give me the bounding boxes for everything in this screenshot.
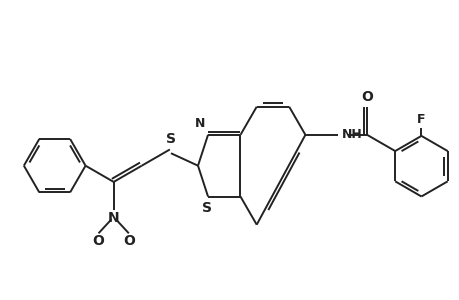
Text: F: F <box>416 113 425 126</box>
Text: O: O <box>360 90 372 104</box>
Text: O: O <box>92 234 104 248</box>
Text: S: S <box>202 201 212 215</box>
Text: N: N <box>107 211 119 225</box>
Text: NH: NH <box>341 128 362 141</box>
Text: O: O <box>123 234 134 248</box>
Text: S: S <box>166 132 176 146</box>
Text: N: N <box>194 118 204 130</box>
